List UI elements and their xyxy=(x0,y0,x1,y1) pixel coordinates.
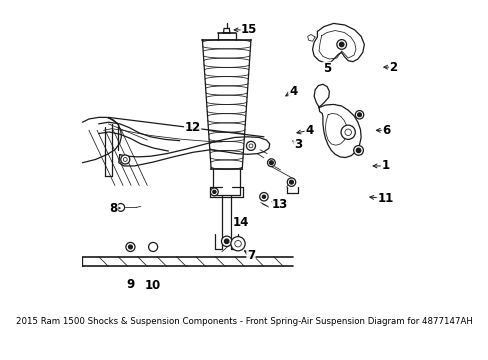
Circle shape xyxy=(269,161,273,165)
Text: 4: 4 xyxy=(305,124,313,137)
Text: 2: 2 xyxy=(388,60,397,74)
Text: 9: 9 xyxy=(126,278,134,291)
Circle shape xyxy=(339,42,343,47)
Circle shape xyxy=(357,113,361,117)
Circle shape xyxy=(336,40,346,49)
Circle shape xyxy=(210,188,218,196)
Circle shape xyxy=(212,190,216,194)
Circle shape xyxy=(230,237,244,251)
Circle shape xyxy=(246,141,255,150)
Text: 7: 7 xyxy=(246,248,255,262)
Circle shape xyxy=(117,203,124,211)
Circle shape xyxy=(221,236,231,247)
Circle shape xyxy=(340,125,355,139)
Circle shape xyxy=(121,155,129,164)
Circle shape xyxy=(289,180,293,184)
Circle shape xyxy=(234,240,241,247)
Circle shape xyxy=(148,242,157,252)
Circle shape xyxy=(355,111,363,119)
Text: 13: 13 xyxy=(271,198,287,211)
Text: 1: 1 xyxy=(381,159,389,172)
Circle shape xyxy=(128,245,132,249)
Circle shape xyxy=(259,193,267,201)
Circle shape xyxy=(344,129,351,135)
Text: 5: 5 xyxy=(323,62,330,75)
Text: 4: 4 xyxy=(288,85,297,98)
Text: 15: 15 xyxy=(241,23,257,36)
Text: 6: 6 xyxy=(382,124,390,137)
Circle shape xyxy=(123,158,127,161)
Text: 2015 Ram 1500 Shocks & Suspension Components - Front Spring-Air Suspension Diagr: 2015 Ram 1500 Shocks & Suspension Compon… xyxy=(16,317,472,326)
Circle shape xyxy=(248,144,252,148)
Text: 10: 10 xyxy=(145,279,161,292)
Circle shape xyxy=(125,242,135,252)
Circle shape xyxy=(267,159,275,167)
Text: 14: 14 xyxy=(233,216,249,229)
Text: 8: 8 xyxy=(109,202,118,215)
Circle shape xyxy=(262,195,265,198)
Circle shape xyxy=(353,145,363,155)
Text: 11: 11 xyxy=(377,192,393,205)
Text: 3: 3 xyxy=(293,138,302,152)
Circle shape xyxy=(286,178,295,186)
Circle shape xyxy=(224,239,228,244)
Circle shape xyxy=(356,148,360,153)
Text: 12: 12 xyxy=(184,121,201,134)
